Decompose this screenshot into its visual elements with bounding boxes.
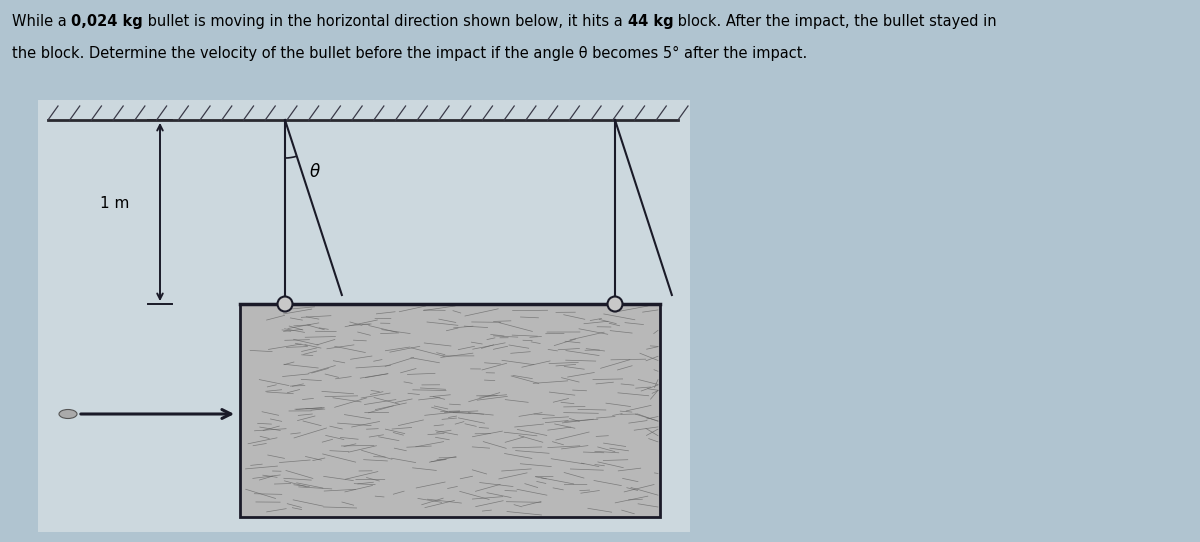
- Bar: [240, 304, 660, 517]
- Circle shape: [607, 296, 623, 312]
- Text: θ: θ: [310, 163, 320, 181]
- Text: 1 m: 1 m: [101, 197, 130, 211]
- FancyBboxPatch shape: [38, 100, 690, 532]
- Ellipse shape: [59, 410, 77, 418]
- Text: 44 kg: 44 kg: [628, 14, 673, 29]
- Text: bullet is moving in the horizontal direction shown below, it hits a: bullet is moving in the horizontal direc…: [143, 14, 628, 29]
- Circle shape: [277, 296, 293, 312]
- Text: block. After the impact, the bullet stayed in: block. After the impact, the bullet stay…: [673, 14, 997, 29]
- Text: While a: While a: [12, 14, 71, 29]
- Bar: [240, 304, 660, 517]
- Text: the block. Determine the velocity of the bullet before the impact if the angle θ: the block. Determine the velocity of the…: [12, 46, 808, 61]
- Text: 0,024 kg: 0,024 kg: [71, 14, 143, 29]
